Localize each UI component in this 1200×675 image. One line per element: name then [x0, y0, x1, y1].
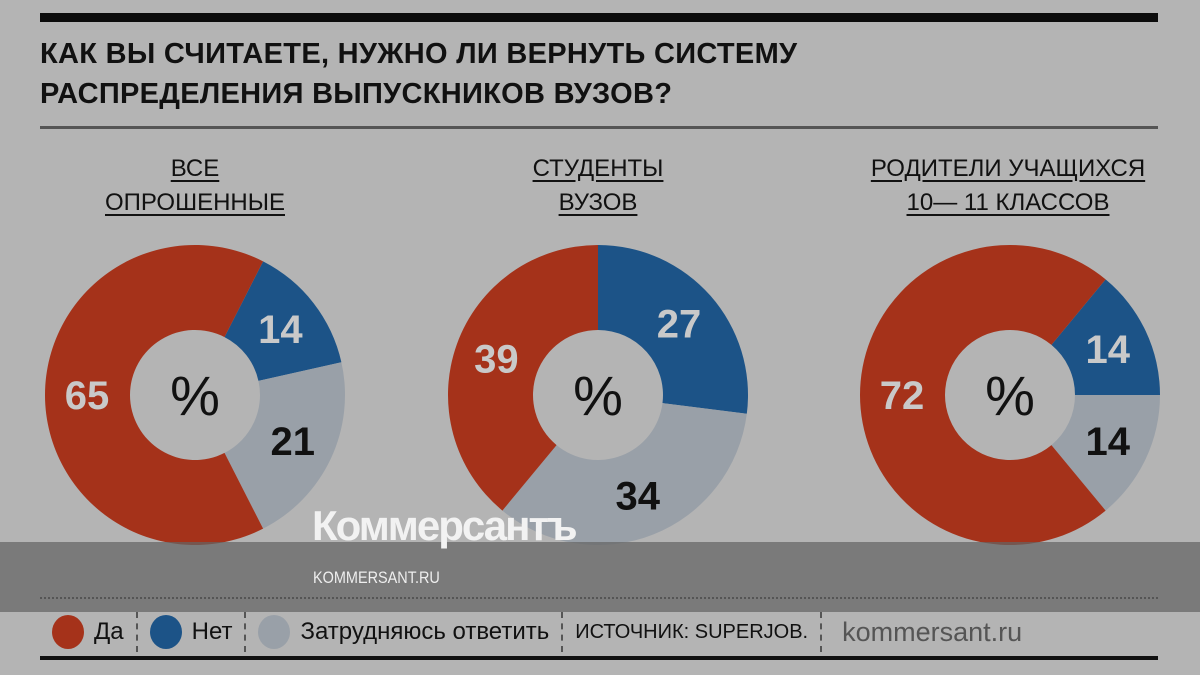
chart-3-title-line: 10— 11 КЛАССОВ: [906, 189, 1110, 216]
chart-3-slice-yes: [860, 245, 1106, 546]
title-divider: [40, 126, 1158, 129]
chart-2-title-line: ВУЗОВ: [558, 189, 638, 216]
legend-label-no: Нет: [191, 618, 233, 645]
legend-item-no: Нет: [138, 612, 247, 652]
chart-title: КАК ВЫ СЧИТАЕТЕ, НУЖНО ЛИ ВЕРНУТЬ СИСТЕМ…: [40, 34, 797, 114]
chart-1-slice-unsure: [224, 362, 346, 529]
bottom-rule: [40, 656, 1158, 660]
chart-2-slice-unsure: [502, 403, 747, 545]
title-line-2: РАСПРЕДЕЛЕНИЯ ВЫПУСКНИКОВ ВУЗОВ?: [40, 78, 673, 110]
legend-item-unsure: Затрудняюсь ответить: [246, 612, 564, 652]
chart-1-slice-yes: [45, 245, 264, 546]
chart-1-title-line: ОПРОШЕННЫЕ: [105, 189, 285, 216]
chart-3-slice-no: [1051, 279, 1160, 395]
watermark-logo: Коммерсантъ: [312, 502, 578, 549]
source-note: ИСТОЧНИК: SUPERJOB.: [563, 612, 823, 652]
legend-label-unsure: Затрудняюсь ответить: [300, 618, 550, 645]
chart-2-slice-yes: [448, 245, 598, 511]
chart-1-title-line: ВСЕ: [170, 155, 220, 182]
legend-swatch-yes: [52, 615, 84, 649]
watermark-url: KOMMERSANT.RU: [313, 568, 440, 587]
chart-1-label-unsure: 21: [270, 420, 315, 464]
chart-3-slice-unsure: [1051, 395, 1160, 511]
top-bar: [40, 13, 1158, 22]
legend: Да Нет Затрудняюсь ответить ИСТОЧНИК: SU…: [40, 612, 1158, 652]
chart-1-percent-sign: %: [170, 364, 220, 427]
chart-2-label-no: 27: [657, 303, 702, 347]
legend-swatch-no: [149, 615, 182, 649]
site-text[interactable]: kommersant.ru: [842, 616, 1023, 647]
chart-2-percent-sign: %: [573, 364, 623, 427]
chart-1-label-yes: 65: [65, 374, 110, 418]
chart-3-label-no: 14: [1085, 328, 1130, 372]
source-text: ИСТОЧНИК: SUPERJOB.: [575, 620, 809, 643]
watermark-band: [0, 542, 1200, 612]
legend-swatch-unsure: [258, 615, 291, 649]
chart-3-label-unsure: 14: [1085, 420, 1130, 464]
chart-2-title: СТУДЕНТЫ ВУЗОВ: [418, 152, 778, 220]
title-line-1: КАК ВЫ СЧИТАЕТЕ, НУЖНО ЛИ ВЕРНУТЬ СИСТЕМ…: [40, 38, 798, 70]
chart-1-title: ВСЕ ОПРОШЕННЫЕ: [15, 152, 375, 220]
site-link[interactable]: kommersant.ru: [830, 612, 1034, 652]
chart-3-title-line: РОДИТЕЛИ УЧАЩИХСЯ: [870, 155, 1146, 182]
chart-3-title: РОДИТЕЛИ УЧАЩИХСЯ 10— 11 КЛАССОВ: [828, 152, 1188, 220]
chart-2-label-yes: 39: [474, 337, 519, 381]
dotted-divider: [40, 597, 1158, 599]
legend-item-yes: Да: [40, 612, 138, 652]
legend-label-yes: Да: [94, 618, 124, 645]
chart-2-label-unsure: 34: [616, 474, 661, 518]
chart-3-label-yes: 72: [880, 374, 925, 418]
chart-1-label-no: 14: [258, 308, 303, 352]
chart-3-percent-sign: %: [985, 364, 1035, 427]
chart-2-title-line: СТУДЕНТЫ: [532, 155, 664, 182]
chart-1-slice-no: [224, 261, 342, 381]
chart-2-slice-no: [598, 245, 748, 414]
